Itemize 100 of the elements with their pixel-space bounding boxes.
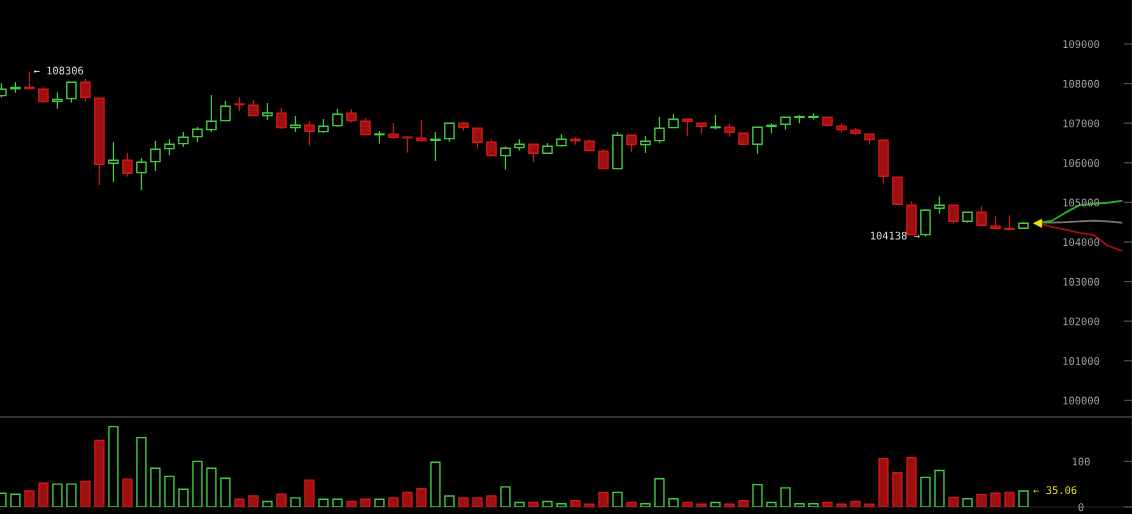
bar (346, 500, 357, 507)
bar (290, 497, 301, 507)
bar (710, 501, 721, 507)
y-tick-label: 106000 (1063, 159, 1100, 167)
annotation: ← 108306 (33, 66, 84, 75)
bar (668, 498, 679, 507)
bar (766, 501, 777, 507)
bar (80, 480, 91, 507)
bar (696, 503, 707, 507)
bar (206, 467, 217, 507)
y-tick-label: 109000 (1063, 40, 1100, 49)
bar (542, 500, 553, 507)
bar (920, 476, 931, 507)
y-tick-label: 103000 (1063, 277, 1100, 286)
bar (654, 478, 665, 507)
bar (752, 483, 763, 507)
candlestick (150, 140, 161, 172)
bar (234, 498, 245, 507)
bar (514, 501, 525, 507)
y-tick-label: 108000 (1063, 79, 1100, 88)
bar (388, 497, 399, 507)
bar (626, 501, 637, 507)
y-tick-label: 101000 (1063, 357, 1100, 365)
candlestick (654, 116, 665, 144)
candlestick (304, 120, 315, 147)
bar (878, 457, 889, 507)
bar (640, 503, 651, 507)
bar (570, 499, 581, 507)
y-tick-label: 104000 (1063, 238, 1100, 247)
bar (962, 498, 973, 507)
candlestick (136, 157, 147, 191)
bar (738, 499, 749, 507)
bar (612, 491, 623, 507)
bar (584, 503, 595, 507)
bar (906, 457, 917, 507)
bar (178, 488, 189, 507)
bar (458, 497, 469, 507)
bar (822, 501, 833, 507)
bar (52, 483, 63, 507)
bar (332, 498, 343, 507)
candlestick (80, 78, 91, 103)
bar (318, 498, 329, 507)
bar (360, 498, 371, 507)
y-tick-label: 0 (1078, 503, 1084, 512)
bar (1004, 491, 1015, 507)
bar (430, 461, 441, 507)
bar (304, 479, 315, 507)
bar (10, 493, 21, 507)
bar (556, 503, 567, 507)
y-tick-label: 100 (1072, 457, 1090, 466)
annotation: 104138 → (871, 231, 920, 240)
bar (500, 486, 511, 507)
candlestick (472, 127, 483, 150)
bar (262, 500, 273, 507)
bar (136, 436, 147, 507)
candlestick (206, 94, 217, 133)
candlestick (108, 141, 119, 183)
bar (598, 491, 609, 507)
bar (192, 460, 203, 507)
bar (164, 475, 175, 507)
y-tick-label: 105000 (1063, 198, 1100, 207)
bar (1018, 490, 1029, 507)
candlestick (430, 131, 441, 162)
y-tick-label: 107000 (1063, 119, 1100, 128)
candlestick (500, 145, 511, 171)
bar (248, 495, 259, 507)
bar (416, 488, 427, 507)
bar (276, 493, 287, 507)
bar (808, 503, 819, 507)
candlestick (276, 107, 287, 130)
bar (486, 495, 497, 507)
bar (976, 493, 987, 507)
bar (836, 503, 847, 507)
bar (150, 467, 161, 507)
bar (220, 477, 231, 507)
bar (444, 495, 455, 507)
bar (66, 483, 77, 507)
bar (108, 425, 119, 507)
candlestick (948, 204, 959, 225)
bar (892, 472, 903, 507)
bar (122, 478, 133, 507)
bar (94, 439, 105, 507)
bar (682, 501, 693, 507)
bar (724, 503, 735, 507)
candlestick (122, 152, 133, 178)
bar (794, 503, 805, 507)
candlestick (752, 126, 763, 155)
bar (374, 498, 385, 507)
annotation: ← 35.06 (1033, 486, 1077, 495)
bar (780, 487, 791, 507)
y-tick-label: 102000 (1063, 317, 1100, 326)
bar (24, 490, 35, 507)
bar (528, 501, 539, 507)
candlestick (976, 205, 987, 228)
bar (934, 469, 945, 507)
bar (864, 503, 875, 507)
bar (38, 482, 49, 507)
y-tick-label: 100000 (1063, 396, 1100, 405)
bar (948, 496, 959, 507)
bar (990, 492, 1001, 507)
